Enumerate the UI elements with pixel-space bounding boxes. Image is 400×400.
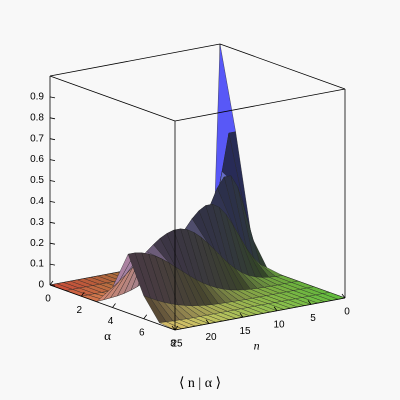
z-tick [49, 138, 56, 141]
z-tick [49, 242, 56, 245]
z-tick-label: 0.5 [30, 175, 44, 186]
z-tick-label: 0.4 [30, 196, 44, 207]
z-tick [49, 117, 56, 120]
x-tick-label: 4 [108, 316, 114, 327]
y-tick-label: 10 [273, 319, 285, 330]
z-tick-label: 0.6 [30, 154, 44, 165]
y-tick [273, 306, 278, 312]
y-tick [239, 312, 244, 318]
z-tick-label: 0 [38, 280, 44, 291]
z-tick-label: 0.7 [30, 133, 44, 144]
x-tick [49, 280, 54, 286]
z-tick-label: 0.9 [30, 92, 44, 103]
x-tick [112, 303, 116, 308]
y-tick [341, 293, 346, 299]
box-edge [174, 297, 346, 331]
y-tick-label: 20 [205, 332, 217, 343]
x-tick [174, 325, 179, 331]
box-edge [49, 75, 176, 122]
x-tick-label: 0 [45, 294, 51, 305]
z-tick [49, 201, 56, 203]
box-edge [174, 88, 346, 122]
z-tick [49, 96, 56, 99]
x-tick-label: 2 [76, 305, 82, 316]
z-tick [49, 284, 56, 287]
box-edge [49, 43, 221, 77]
z-tick-label: 0.3 [30, 217, 44, 228]
y-tick-label: 5 [310, 313, 316, 324]
x-tick-label: 6 [139, 327, 145, 338]
y-tick-label: 0 [344, 307, 350, 318]
surface [49, 43, 346, 331]
z-tick-label: 0.1 [30, 259, 44, 270]
x-tick-label: 8 [170, 339, 176, 350]
z-tick-label: 0.8 [30, 112, 44, 123]
box-edge [219, 43, 346, 90]
y-tick [205, 319, 210, 324]
y-tick-label: 15 [239, 326, 251, 337]
z-tick [49, 221, 56, 224]
z-tick [49, 180, 56, 182]
y-tick-label: 25 [171, 339, 183, 350]
x-tick [143, 314, 148, 319]
x-axis-label: α [104, 328, 111, 343]
x-tick [80, 292, 85, 297]
z-tick-label: 0.2 [30, 238, 44, 249]
chart-title: ⟨ n | α ⟩ [179, 376, 221, 391]
box-front: 0 0.1 0.2 0.3 0.4 0.5 0.6 0.7 0.8 0.9 0 2 4 6 8 0 5 10 15 2… [30, 43, 350, 352]
z-tick [49, 159, 56, 161]
y-axis-label: n [254, 338, 260, 352]
y-tick [171, 325, 176, 331]
y-tick [307, 300, 312, 305]
z-tick [49, 263, 56, 266]
